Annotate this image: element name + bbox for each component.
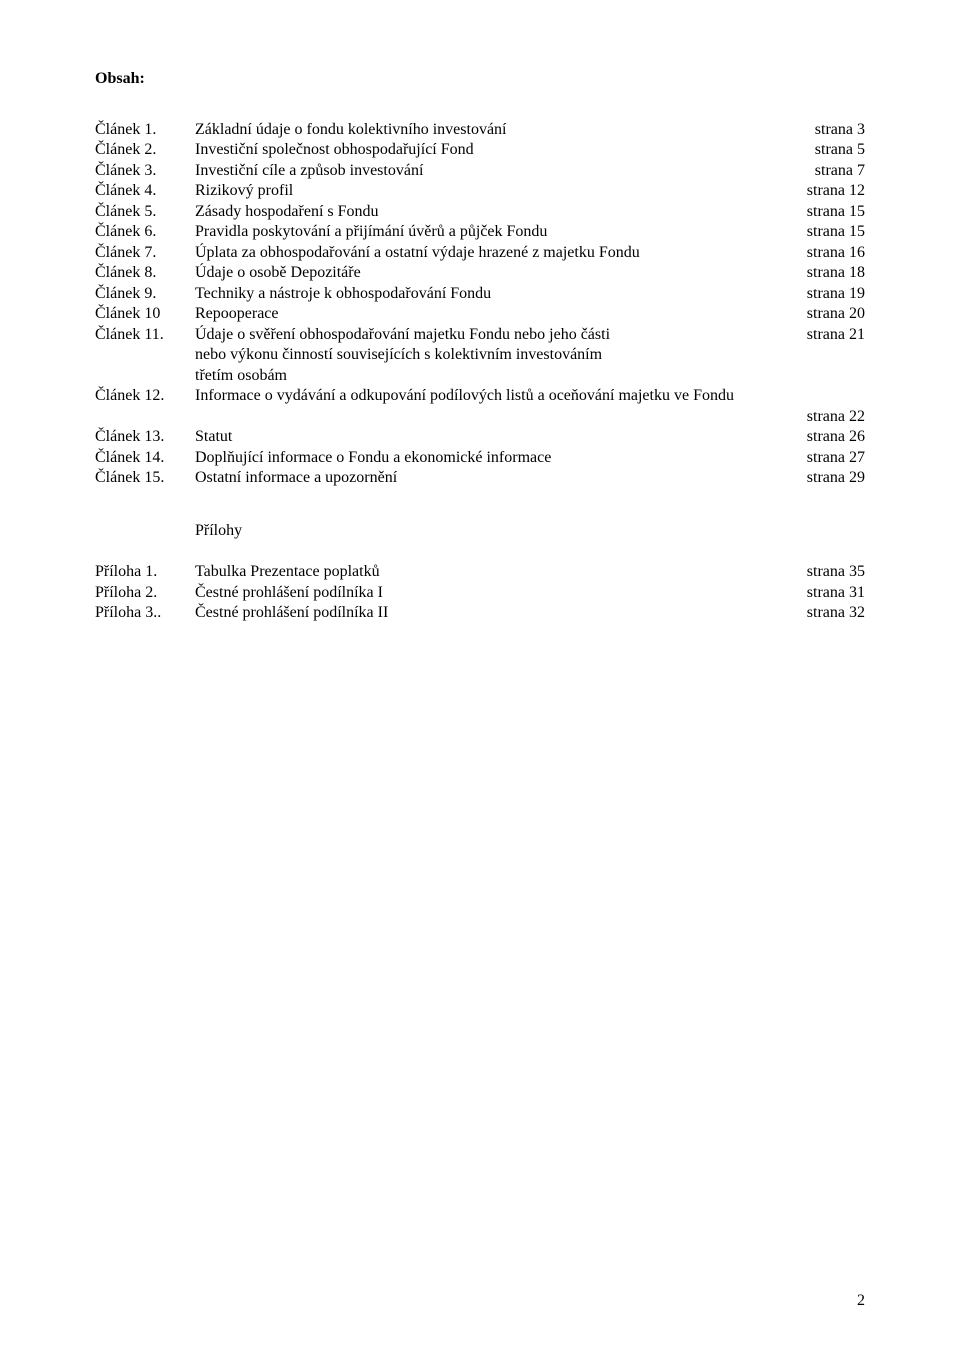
toc-label [95,345,195,365]
toc-label [95,407,195,427]
toc-page: strana 15 [807,222,865,242]
appendix-page: strana 35 [807,562,865,582]
toc-row: Článek 3. Investiční cíle a způsob inves… [95,161,865,181]
appendix-page: strana 31 [807,583,865,603]
toc-text: Statut [195,427,807,447]
toc-text [195,407,807,427]
toc-label: Článek 6. [95,222,195,242]
toc-label: Článek 12. [95,386,195,406]
toc-text: Základní údaje o fondu kolektivního inve… [195,120,815,140]
page-number: 2 [857,1292,865,1310]
toc-row: Článek 4. Rizikový profil strana 12 [95,181,865,201]
appendix-label: Příloha 3.. [95,603,195,623]
toc-label: Článek 4. [95,181,195,201]
toc-list: Článek 1. Základní údaje o fondu kolekti… [95,120,865,488]
toc-text: Údaje o svěření obhospodařování majetku … [195,325,807,345]
toc-page: strana 22 [807,407,865,427]
toc-row: Článek 10 Repooperace strana 20 [95,304,865,324]
toc-label: Článek 7. [95,243,195,263]
toc-page: strana 5 [815,140,865,160]
toc-label: Článek 2. [95,140,195,160]
appendix-text: Tabulka Prezentace poplatků [195,562,807,582]
toc-page: strana 26 [807,427,865,447]
appendix-list: Příloha 1. Tabulka Prezentace poplatků s… [95,562,865,623]
toc-text: Doplňující informace o Fondu a ekonomick… [195,448,807,468]
spacer [95,488,865,522]
toc-row: Článek 7. Úplata za obhospodařování a os… [95,243,865,263]
toc-row: třetím osobám [95,366,865,386]
document-page: Obsah: Článek 1. Základní údaje o fondu … [0,0,960,1364]
toc-row: Článek 6. Pravidla poskytování a přijímá… [95,222,865,242]
toc-page: strana 16 [807,243,865,263]
toc-label: Článek 9. [95,284,195,304]
toc-row: Článek 12. Informace o vydávání a odkupo… [95,386,865,406]
toc-row: Článek 15. Ostatní informace a upozorněn… [95,468,865,488]
appendix-heading: Přílohy [195,522,865,540]
toc-page: strana 29 [807,468,865,488]
toc-row: Článek 9. Techniky a nástroje k obhospod… [95,284,865,304]
toc-label: Článek 3. [95,161,195,181]
toc-page: strana 20 [807,304,865,324]
toc-text: Pravidla poskytování a přijímání úvěrů a… [195,222,807,242]
toc-row: strana 22 [95,407,865,427]
toc-row: nebo výkonu činností souvisejících s kol… [95,345,865,365]
toc-row: Článek 2. Investiční společnost obhospod… [95,140,865,160]
toc-label: Článek 8. [95,263,195,283]
toc-row: Článek 14. Doplňující informace o Fondu … [95,448,865,468]
toc-row: Článek 5. Zásady hospodaření s Fondu str… [95,202,865,222]
toc-text: Informace o vydávání a odkupování podílo… [195,386,865,406]
appendix-label: Příloha 1. [95,562,195,582]
toc-text: Zásady hospodaření s Fondu [195,202,807,222]
toc-label: Článek 11. [95,325,195,345]
appendix-page: strana 32 [807,603,865,623]
toc-text: Techniky a nástroje k obhospodařování Fo… [195,284,807,304]
toc-page: strana 15 [807,202,865,222]
appendix-row: Příloha 2. Čestné prohlášení podílníka I… [95,583,865,603]
toc-text: Ostatní informace a upozornění [195,468,807,488]
toc-text: Úplata za obhospodařování a ostatní výda… [195,243,807,263]
toc-title: Obsah: [95,70,865,88]
appendix-text: Čestné prohlášení podílníka I [195,583,807,603]
toc-text: nebo výkonu činností souvisejících s kol… [195,345,865,365]
toc-label: Článek 15. [95,468,195,488]
toc-page: strana 3 [815,120,865,140]
toc-row: Článek 11. Údaje o svěření obhospodařová… [95,325,865,345]
toc-row: Článek 1. Základní údaje o fondu kolekti… [95,120,865,140]
toc-page: strana 19 [807,284,865,304]
toc-row: Článek 8. Údaje o osobě Depozitáře stran… [95,263,865,283]
appendix-row: Příloha 3.. Čestné prohlášení podílníka … [95,603,865,623]
toc-row: Článek 13. Statut strana 26 [95,427,865,447]
toc-page: strana 21 [807,325,865,345]
appendix-text: Čestné prohlášení podílníka II [195,603,807,623]
toc-text: Rizikový profil [195,181,807,201]
toc-text: Investiční cíle a způsob investování [195,161,815,181]
toc-label: Článek 1. [95,120,195,140]
appendix-label: Příloha 2. [95,583,195,603]
toc-text: Údaje o osobě Depozitáře [195,263,807,283]
toc-label: Článek 5. [95,202,195,222]
toc-label: Článek 13. [95,427,195,447]
toc-label: Článek 14. [95,448,195,468]
toc-page: strana 18 [807,263,865,283]
toc-text: třetím osobám [195,366,865,386]
toc-text: Investiční společnost obhospodařující Fo… [195,140,815,160]
toc-text: Repooperace [195,304,807,324]
toc-page: strana 12 [807,181,865,201]
toc-page: strana 7 [815,161,865,181]
appendix-row: Příloha 1. Tabulka Prezentace poplatků s… [95,562,865,582]
toc-label [95,366,195,386]
toc-page: strana 27 [807,448,865,468]
toc-label: Článek 10 [95,304,195,324]
